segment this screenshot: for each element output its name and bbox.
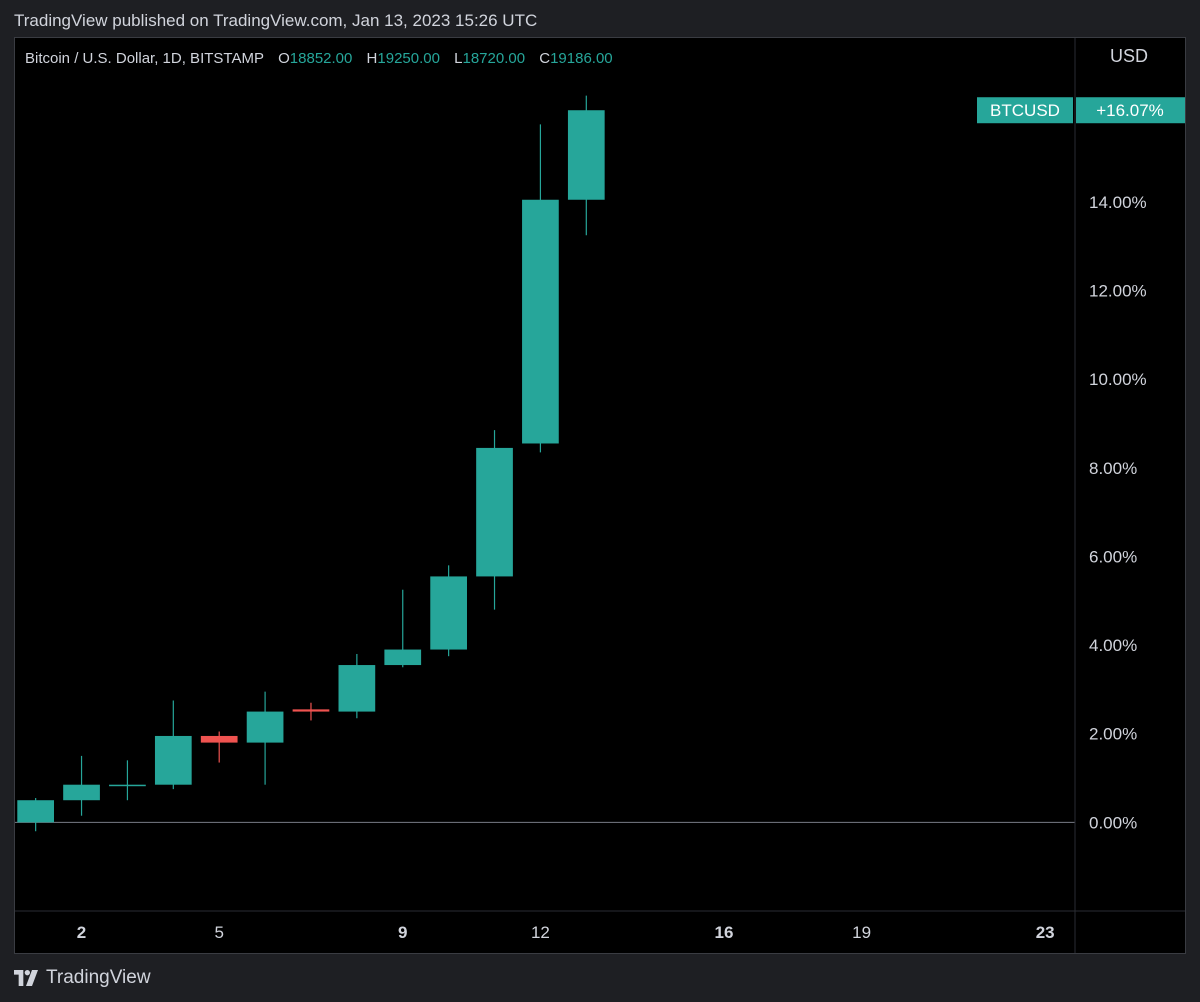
candle <box>476 430 513 610</box>
x-tick-label: 2 <box>77 923 86 942</box>
ticker-tag-label: BTCUSD <box>990 101 1060 120</box>
candle-body <box>246 711 284 743</box>
close-value: 19186.00 <box>550 50 613 67</box>
x-tick-label: 9 <box>398 923 407 942</box>
candle <box>430 565 467 657</box>
y-tick-label: 14.00% <box>1089 193 1147 212</box>
close-label: C <box>539 50 551 67</box>
low-value: 18720.00 <box>462 50 526 67</box>
high-value: 19250.00 <box>377 50 440 67</box>
footer-brand[interactable]: TradingView <box>46 967 151 988</box>
symbol-title[interactable]: Bitcoin / U.S. Dollar, 1D, BITSTAMP <box>25 50 264 67</box>
x-tick-label: 23 <box>1036 923 1055 942</box>
candle <box>338 653 376 719</box>
y-tick-label: 6.00% <box>1089 547 1137 566</box>
candle-body <box>430 576 467 650</box>
candle-body <box>522 199 559 444</box>
candle-body <box>200 735 238 743</box>
y-tick-label: 2.00% <box>1089 725 1137 744</box>
candle <box>17 797 55 832</box>
x-tick-label: 5 <box>214 923 223 942</box>
candle <box>246 691 284 785</box>
last-change-label: +16.07% <box>1096 101 1164 120</box>
y-tick-label: 0.00% <box>1089 813 1137 832</box>
candle <box>522 124 559 453</box>
candle-body <box>292 709 330 712</box>
open-label: O <box>278 50 290 67</box>
x-tick-label: 16 <box>715 923 734 942</box>
candle <box>109 760 146 801</box>
candle-body <box>384 649 422 666</box>
y-tick-label: 4.00% <box>1089 636 1137 655</box>
open-value: 18852.00 <box>289 50 353 67</box>
candle-body <box>476 447 513 577</box>
candle <box>200 731 238 763</box>
candle-body <box>109 784 146 787</box>
candle-body <box>17 800 55 823</box>
candle <box>154 700 192 790</box>
published-info: TradingView published on TradingView.com… <box>14 11 538 30</box>
candle-body <box>338 665 376 712</box>
ohlc-legend: Bitcoin / U.S. Dollar, 1D, BITSTAMP O188… <box>25 50 613 67</box>
tradingview-logo-icon <box>14 970 38 986</box>
low-label: L <box>454 50 463 67</box>
chart-panel[interactable]: 0.00% 2.00% 4.00% 6.00% 8.00% 10.00% 12.00% 14.… <box>14 37 1186 954</box>
x-tick-label: 12 <box>531 923 550 942</box>
x-tick-label: 19 <box>852 923 871 942</box>
candle-body <box>154 735 192 785</box>
high-label: H <box>366 50 378 67</box>
last-change-box <box>1076 97 1185 124</box>
candle-body <box>567 110 605 200</box>
candle-body <box>63 784 100 801</box>
candle <box>384 589 422 668</box>
y-tick-label: 12.00% <box>1089 282 1147 301</box>
ticker-tag-box <box>977 97 1073 124</box>
candle <box>63 755 100 816</box>
candle <box>567 95 605 236</box>
last-price-tag: BTCUSD +16.07% <box>977 97 1185 124</box>
candlestick-chart[interactable]: 0.00% 2.00% 4.00% 6.00% 8.00% 10.00% 12.00% 14.… <box>15 38 1185 953</box>
footer: TradingView <box>14 966 151 990</box>
currency-label: USD <box>1109 46 1148 66</box>
y-tick-label: 10.00% <box>1089 370 1147 389</box>
y-tick-label: 8.00% <box>1089 459 1137 478</box>
candle <box>292 702 330 721</box>
